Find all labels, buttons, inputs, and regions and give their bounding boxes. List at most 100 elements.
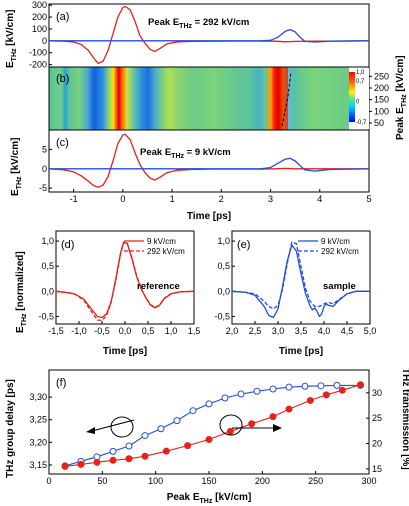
panel-a-annotation-value: = 292 kV/cm [192,17,249,28]
colorbar-ticks: 1,0 0,7 0 -0,7 [356,70,367,126]
panel-c-ylabel-unit: [kV/cm] [10,138,21,177]
panel-d-xtick-label: 1,0 [165,326,178,336]
panel-a-ytick-label: -100 [29,48,47,58]
panel-c-xtick-label: 5 [366,194,371,204]
panel-c-annotation-sub: THz [171,153,184,160]
panel-f-series-point-1 [61,462,69,470]
panel-c-xtick-label: 3 [268,194,273,204]
panel-f-series-point-1 [162,447,170,455]
panel-d-series [55,241,195,322]
panel-f-series-point-0 [109,447,117,455]
panel-f-series-point-1 [306,396,314,404]
panel-f-ytick-left-label: 3,15 [29,460,47,470]
panel-c-frame [48,129,370,193]
panel-e-series [231,241,370,319]
panel-d-legend: 9 kV/cm 292 kV/cm [124,237,185,256]
panel-e-label: (e) [237,239,250,251]
panel-f-ytick-left-label: 3,30 [29,392,47,402]
panel-b-ytick-label: 250 [374,71,389,81]
panel-e-legend-label-solid: 9 kV/cm [321,237,350,246]
panel-f-xtick-label: 250 [308,476,323,486]
panel-f-series-point-1 [338,386,346,394]
panel-c-ylabel-main: E [10,189,21,196]
panel-f-yticks-right: 15 20 25 30 [366,388,382,474]
panel-d-ylabel-sub: THz [21,313,28,326]
panel-e-ytick-label: -0,5 [214,311,230,321]
panel-e-xtick-label: 3,5 [295,326,308,336]
panel-f-series-point-0 [141,432,149,440]
panel-a-ylabel-main: E [5,61,16,68]
panel-c: 50-5 -1 0 1 2 3 4 5 (c) Peak ETHz = 9 kV/cm ET… [10,129,372,222]
panel-f-left-arrowhead [86,427,95,434]
panel-c-ylabel-sub: THz [16,176,23,189]
panel-a-ytick-label: 300 [32,0,47,10]
panel-d-legend-label-dashed: 292 kV/cm [147,247,185,256]
panel-f-series-point-0 [157,425,165,433]
panel-a-annotation: Peak ETHz = 292 kV/cm [148,17,249,30]
panel-b-ylabel-unit: [kV/cm] [395,55,406,94]
panel-e-ytick-label: 0,0 [217,286,230,296]
panel-f-left-curve-marker-ellipse [110,416,134,438]
panel-d-xlabel: Time [ps] [103,346,147,357]
panel-d-series-line-1 [55,241,195,322]
panel-f-series-point-0 [269,385,277,393]
colorbar-tick-label: 1,0 [356,70,365,76]
panel-e-legend: 9 kV/cm 292 kV/cm [298,237,359,256]
panel-d-legend-label-solid: 9 kV/cm [147,237,176,246]
heatmap-image [49,67,349,130]
panel-f-series-point-1 [248,420,256,428]
panel-f-ylabel-left: THz group delay [ps] [5,379,16,478]
panel-a-label: (a) [56,11,69,23]
panel-f-label: (f) [56,377,66,389]
panel-f-series-point-0 [173,417,181,425]
panel-f-series-point-0 [205,400,213,408]
panel-f-series-point-1 [125,455,133,463]
panel-e-xtick-label: 2,5 [249,326,262,336]
panel-e-legend-label-dashed: 292 kV/cm [321,247,359,256]
panel-c-annotation-main: Peak E [140,147,171,158]
colorbar-tick-label: -0,7 [356,120,367,126]
panel-d-yticks: 1,0 0,5 0,0 -0,5 [38,236,59,321]
panel-f-series-point-0 [333,381,341,389]
panel-c-ytick-label: -5 [39,183,47,193]
panel-a-ytick-label: -200 [29,60,47,70]
panel-f-series-point-0 [253,387,261,395]
panel-e-annotation: sample [323,281,356,292]
panel-d-ytick-label: 1,0 [41,236,54,246]
panel-e: 1,00,50,0-0,5 2,0 2,5 3,0 3,5 4,0 4,5 5,0 (e) … [214,230,376,357]
panel-d-xtick-label: -1,5 [48,326,64,336]
panel-a-series-line-1 [49,28,370,43]
panel-f-xtick-label: 300 [361,476,376,486]
panel-f-series-point-1 [226,427,234,435]
panel-f-ylabel-right: THz transmission [%] [400,368,409,470]
panel-f-ytick-left-label: 3,25 [29,415,47,425]
panel-e-ytick-label: 1,0 [217,236,230,246]
panel-f-series-point-0 [125,442,133,450]
panel-b-ytick-label: 50 [374,118,384,128]
panel-f-xticks: 0 50 100 150 200 250 300 [46,471,377,486]
panel-a-ylabel-unit: [kV/cm] [5,10,16,49]
panel-f-series-point-0 [285,383,293,391]
panel-f-xtick-label: 0 [46,476,51,486]
panel-b-ylabel-sub: THz [401,94,408,107]
panel-a-ytick-label: 100 [32,24,47,34]
panel-f-series-point-1 [77,460,85,468]
panel-f-ytick-left-label: 3,20 [29,437,47,447]
panel-c-xtick-label: 2 [219,194,224,204]
panel-a-ytick-label: 0 [42,36,47,46]
panel-f-series-point-1 [141,452,149,460]
panel-d-xtick-label: -0,5 [94,326,110,336]
panel-f-xtick-label: 150 [201,476,216,486]
panel-f-series-point-1 [184,442,192,450]
panel-c-label: (c) [56,137,69,149]
panel-f-series-point-1 [205,436,213,444]
panel-e-xtick-label: 4,5 [341,326,354,336]
panel-f-yticks-left: 3,15 3,20 3,25 3,30 [29,392,52,470]
panel-f-series-point-1 [93,458,101,466]
panel-c-ylabel: ETHz [kV/cm] [10,138,23,196]
panel-f-series-point-1 [356,381,364,389]
panel-d-label: (d) [61,239,74,251]
